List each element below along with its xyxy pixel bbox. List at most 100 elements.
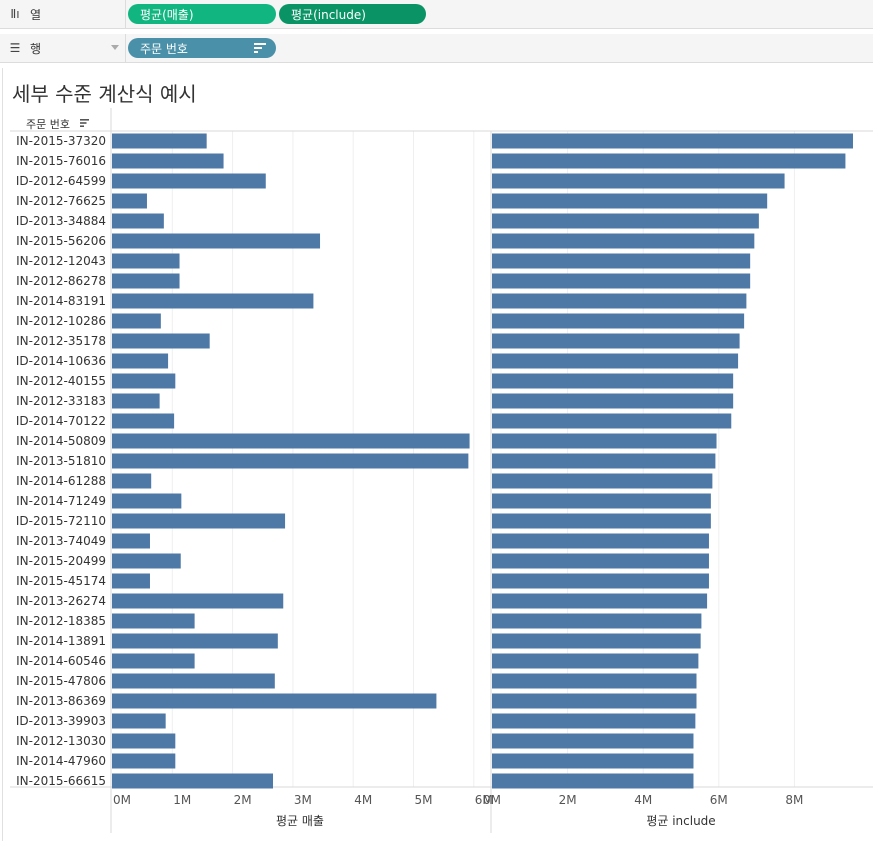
bar-avg-include[interactable] xyxy=(492,713,696,729)
bar-avg-sales[interactable] xyxy=(112,693,437,709)
category-label[interactable]: IN-2013-74049 xyxy=(16,534,106,548)
category-label[interactable]: IN-2012-33183 xyxy=(16,394,106,408)
bar-avg-sales[interactable] xyxy=(112,153,224,169)
bar-avg-include[interactable] xyxy=(492,673,697,689)
bar-avg-sales[interactable] xyxy=(112,273,180,289)
bar-avg-sales[interactable] xyxy=(112,233,321,249)
bar-avg-include[interactable] xyxy=(492,573,709,589)
bar-avg-include[interactable] xyxy=(492,213,759,229)
bar-avg-sales[interactable] xyxy=(112,593,284,609)
category-label[interactable]: IN-2015-20499 xyxy=(16,554,106,568)
category-label[interactable]: IN-2014-47960 xyxy=(16,754,106,768)
bar-avg-sales[interactable] xyxy=(112,613,195,629)
bar-avg-include[interactable] xyxy=(492,613,702,629)
bar-avg-sales[interactable] xyxy=(112,373,176,389)
bar-avg-include[interactable] xyxy=(492,653,699,669)
bar-avg-include[interactable] xyxy=(492,173,785,189)
bar-avg-sales[interactable] xyxy=(112,293,314,309)
bar-avg-include[interactable] xyxy=(492,333,740,349)
bar-avg-include[interactable] xyxy=(492,593,708,609)
bar-avg-include[interactable] xyxy=(492,533,709,549)
bar-avg-sales[interactable] xyxy=(112,253,180,269)
bar-avg-sales[interactable] xyxy=(112,393,160,409)
bar-avg-sales[interactable] xyxy=(112,733,176,749)
bar-avg-sales[interactable] xyxy=(112,573,150,589)
bar-avg-sales[interactable] xyxy=(112,173,266,189)
category-label[interactable]: IN-2014-60546 xyxy=(16,654,106,668)
category-label[interactable]: IN-2012-18385 xyxy=(16,614,106,628)
bar-avg-sales[interactable] xyxy=(112,133,207,149)
row-header-sort-icon[interactable] xyxy=(80,119,89,127)
category-label[interactable]: IN-2015-56206 xyxy=(16,234,106,248)
bar-avg-sales[interactable] xyxy=(112,473,152,489)
bar-avg-sales[interactable] xyxy=(112,353,169,369)
bar-avg-sales[interactable] xyxy=(112,313,161,329)
row-header-order-id[interactable]: 주문 번호 xyxy=(26,118,70,131)
bar-avg-include[interactable] xyxy=(492,253,751,269)
category-label[interactable]: IN-2015-76016 xyxy=(16,154,106,168)
bar-avg-include[interactable] xyxy=(492,373,734,389)
bar-avg-include[interactable] xyxy=(492,513,711,529)
bar-avg-include[interactable] xyxy=(492,133,853,149)
bar-avg-sales[interactable] xyxy=(112,213,164,229)
sort-descending-icon[interactable] xyxy=(254,43,266,53)
pill-avg-sales[interactable]: 평균(매출) xyxy=(128,4,276,24)
bar-avg-sales[interactable] xyxy=(112,453,469,469)
category-label[interactable]: IN-2013-51810 xyxy=(16,454,106,468)
rows-shelf-label[interactable]: ☰ 행 xyxy=(0,34,126,62)
bar-avg-include[interactable] xyxy=(492,473,713,489)
category-label[interactable]: IN-2014-61288 xyxy=(16,474,106,488)
bar-avg-include[interactable] xyxy=(492,313,745,329)
category-label[interactable]: IN-2012-86278 xyxy=(16,274,106,288)
category-label[interactable]: IN-2015-66615 xyxy=(16,774,106,788)
category-label[interactable]: IN-2012-35178 xyxy=(16,334,106,348)
category-label[interactable]: ID-2013-34884 xyxy=(16,214,106,228)
category-label[interactable]: ID-2015-72110 xyxy=(16,514,106,528)
bar-avg-sales[interactable] xyxy=(112,493,182,509)
category-label[interactable]: IN-2014-83191 xyxy=(16,294,106,308)
category-label[interactable]: IN-2014-50809 xyxy=(16,434,106,448)
bar-avg-include[interactable] xyxy=(492,193,768,209)
bar-avg-include[interactable] xyxy=(492,233,755,249)
category-label[interactable]: IN-2012-13030 xyxy=(16,734,106,748)
category-label[interactable]: IN-2013-86369 xyxy=(16,694,106,708)
category-label[interactable]: ID-2013-39903 xyxy=(16,714,106,728)
category-label[interactable]: ID-2014-70122 xyxy=(16,414,106,428)
bar-avg-sales[interactable] xyxy=(112,553,181,569)
pill-avg-include[interactable]: 평균(include) xyxy=(279,4,426,24)
bar-avg-include[interactable] xyxy=(492,773,694,789)
category-label[interactable]: ID-2012-64599 xyxy=(16,174,106,188)
bar-avg-sales[interactable] xyxy=(112,773,274,789)
category-label[interactable]: IN-2012-10286 xyxy=(16,314,106,328)
bar-avg-include[interactable] xyxy=(492,493,711,509)
bar-avg-include[interactable] xyxy=(492,753,694,769)
pill-order-id[interactable]: 주문 번호 xyxy=(128,38,276,58)
bar-avg-sales[interactable] xyxy=(112,333,210,349)
bar-avg-include[interactable] xyxy=(492,153,846,169)
category-label[interactable]: IN-2015-47806 xyxy=(16,674,106,688)
columns-shelf-label[interactable]: Ⅱı 열 xyxy=(0,0,126,28)
bar-avg-sales[interactable] xyxy=(112,753,176,769)
chevron-down-icon[interactable] xyxy=(111,45,119,50)
bar-avg-sales[interactable] xyxy=(112,513,286,529)
bar-avg-include[interactable] xyxy=(492,733,694,749)
bar-avg-include[interactable] xyxy=(492,413,732,429)
bar-avg-sales[interactable] xyxy=(112,193,147,209)
bar-avg-include[interactable] xyxy=(492,553,709,569)
category-label[interactable]: IN-2012-12043 xyxy=(16,254,106,268)
category-label[interactable]: IN-2012-40155 xyxy=(16,374,106,388)
bar-avg-include[interactable] xyxy=(492,293,747,309)
bar-avg-sales[interactable] xyxy=(112,673,275,689)
bar-avg-include[interactable] xyxy=(492,633,701,649)
category-label[interactable]: IN-2013-26274 xyxy=(16,594,106,608)
category-label[interactable]: ID-2014-10636 xyxy=(16,354,106,368)
bar-avg-include[interactable] xyxy=(492,693,697,709)
bar-avg-sales[interactable] xyxy=(112,713,166,729)
bar-avg-sales[interactable] xyxy=(112,653,195,669)
category-label[interactable]: IN-2014-13891 xyxy=(16,634,106,648)
bar-avg-include[interactable] xyxy=(492,393,734,409)
category-label[interactable]: IN-2014-71249 xyxy=(16,494,106,508)
bar-avg-include[interactable] xyxy=(492,273,751,289)
bar-avg-include[interactable] xyxy=(492,453,716,469)
bar-avg-sales[interactable] xyxy=(112,533,150,549)
